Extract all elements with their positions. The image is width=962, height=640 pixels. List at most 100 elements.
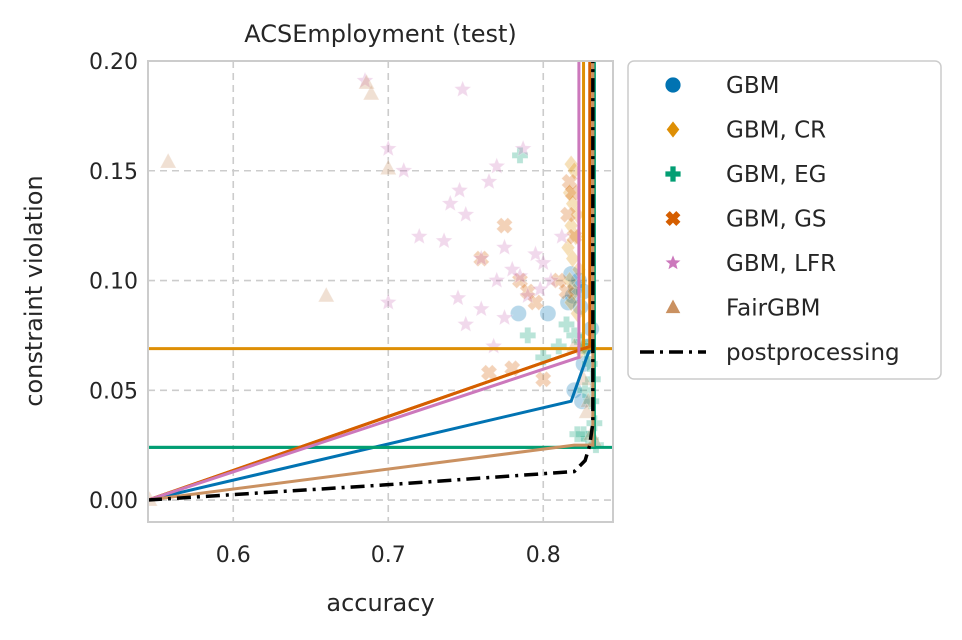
gbm-point <box>573 392 591 410</box>
gbm-cr-point <box>565 194 581 214</box>
gbm-lfr-point <box>502 259 522 278</box>
gbm-gs-pareto-line <box>148 61 592 502</box>
gbm-cr-point <box>562 271 577 290</box>
gbm-lfr-point <box>495 237 514 256</box>
gbm-lfr-point <box>448 288 468 307</box>
fairgbm-point <box>317 286 335 303</box>
gbm-lfr-point <box>518 286 538 304</box>
gbm-gs-point <box>526 293 545 312</box>
gbm-lfr-point <box>526 244 545 263</box>
gbm-lfr-point <box>552 226 572 245</box>
gbm-lfr-point <box>533 253 553 271</box>
fairgbm-point <box>577 402 596 419</box>
legend-label-gbm-eg: GBM, EG <box>726 162 826 188</box>
gbm-gs-point <box>495 217 514 235</box>
gbm-point <box>559 294 577 311</box>
x-axis-label: accuracy <box>326 589 434 617</box>
gbm-lfr-point <box>510 266 530 285</box>
gbm-gs-point <box>472 249 490 268</box>
gbm-lfr-point <box>484 336 504 355</box>
y-tick-label: 0.00 <box>89 489 138 514</box>
legend-frame <box>627 60 942 380</box>
y-tick-label: 0.05 <box>89 379 138 404</box>
ticks: 0.6 0.7 0.8 0.00 0.05 0.10 0.15 0.20 <box>89 50 561 568</box>
x-tick-label: 0.6 <box>216 543 251 568</box>
legend-label-gbm-lfr: GBM, LFR <box>726 251 836 277</box>
gbm-gs-point <box>519 282 537 301</box>
gbm-lfr-point <box>513 138 533 157</box>
gbm-eg-point <box>550 337 568 355</box>
gbm-cr-point <box>563 293 579 312</box>
gbm-gs-point <box>561 173 579 191</box>
fairgbm-point <box>362 84 380 101</box>
legend-swatch-gbm <box>664 76 682 94</box>
legend-label-fairgbm: FairGBM <box>726 296 821 322</box>
legend-swatch-gbm-gs <box>664 209 682 228</box>
gbm-lfr-point <box>440 193 460 212</box>
gbm-cr-point <box>563 216 579 236</box>
gbm-eg-point <box>568 425 586 443</box>
gbm-cr-point <box>562 183 577 203</box>
gbm-eg-point <box>587 436 605 454</box>
y-tick-label: 0.10 <box>89 270 138 295</box>
x-tick-label: 0.8 <box>526 543 561 568</box>
gbm-lfr-point <box>394 160 414 179</box>
fairgbm-point <box>159 152 177 169</box>
gbm-cr-point <box>570 303 585 323</box>
gbm-lfr-point <box>456 204 476 223</box>
gbm-lfr-point <box>487 270 507 289</box>
y-axis-label: constraint violation <box>20 175 48 406</box>
gbm-lfr-point <box>495 307 514 326</box>
gbm-gs-point <box>557 282 576 301</box>
legend-swatch-gbm-lfr <box>663 253 683 271</box>
gbm-eg-point <box>511 146 529 164</box>
gbm-lfr-point <box>471 299 491 318</box>
gbm-eg-point <box>519 327 537 344</box>
gbm-lfr-point <box>487 156 507 175</box>
gbm-lfr-point <box>456 314 476 333</box>
y-tick-label: 0.15 <box>89 160 138 185</box>
gbm-lfr-point <box>530 279 550 298</box>
gbm-eg-point <box>558 316 575 333</box>
legend-label-gbm: GBM <box>726 73 779 99</box>
gbm-eg-point <box>575 425 592 443</box>
legend-label-gbm-gs: GBM, GS <box>726 207 827 233</box>
gbm-gs-point <box>480 364 498 382</box>
legend-label-postprocessing: postprocessing <box>726 340 900 366</box>
plot-frame <box>147 60 614 523</box>
gbm-point <box>510 305 527 322</box>
postprocessing-line <box>148 61 595 502</box>
gbm-eg-point <box>534 348 552 366</box>
gbm-point <box>539 305 557 322</box>
gbm-gs-point <box>550 271 568 290</box>
legend: GBM GBM, CR GBM, EG GBM, GS GBM, LFR FairGBM p… <box>627 60 942 380</box>
x-tick-label: 0.7 <box>371 543 406 568</box>
gbm-lfr-point <box>409 226 429 245</box>
gbm-lfr-point <box>450 180 469 199</box>
gbm-cr-point <box>563 154 579 174</box>
gbm-lfr-point <box>355 70 375 89</box>
gbm-gs-point <box>559 206 577 224</box>
gbm-lfr-point <box>378 292 398 311</box>
gbm-point <box>564 287 582 305</box>
legend-swatch-gbm-cr <box>665 120 681 139</box>
data-layer <box>148 61 613 507</box>
gbm-eg-point <box>565 327 583 344</box>
gbm-cr-point <box>565 249 581 269</box>
gbm-gs-point <box>511 271 529 290</box>
gbm-lfr-point <box>434 231 454 250</box>
gbm-lfr-point <box>471 248 491 267</box>
gbm-lfr-point <box>453 79 473 98</box>
y-tick-label: 0.20 <box>89 50 138 75</box>
gbm-cr-point <box>560 238 576 258</box>
gbm-lfr-pareto-line <box>148 61 581 502</box>
legend-swatch-fairgbm <box>664 297 682 314</box>
chart-title: ACSEmployment (test) <box>244 20 517 48</box>
legend-label-gbm-cr: GBM, CR <box>726 118 826 144</box>
gbm-lfr-point <box>479 171 499 190</box>
gbm-lfr-point <box>541 270 561 289</box>
gbm-lfr-point <box>378 138 398 157</box>
legend-swatch-gbm-eg <box>664 165 682 183</box>
gbm-cr-point <box>570 205 585 225</box>
